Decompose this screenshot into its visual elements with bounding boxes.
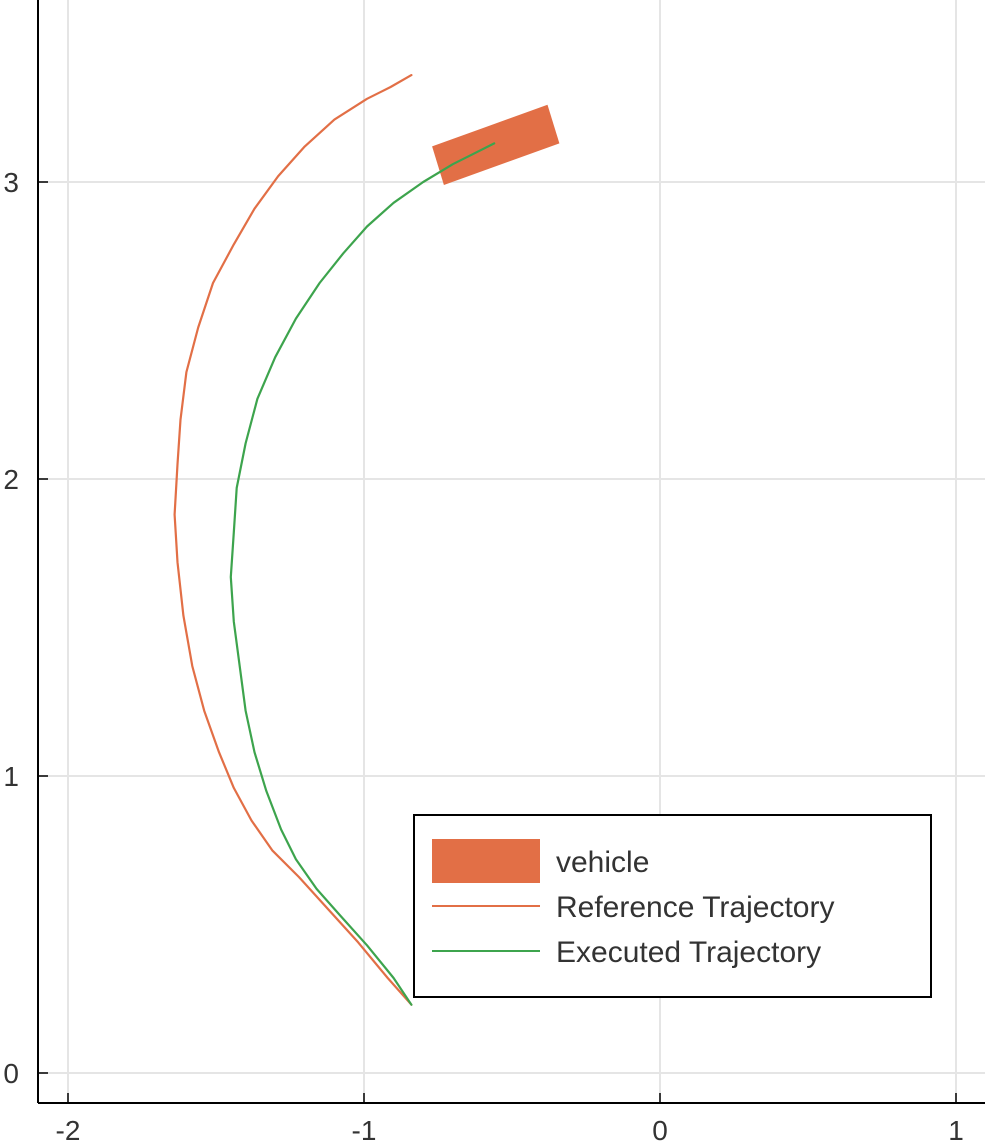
axes bbox=[37, 0, 985, 1104]
legend: vehicle Reference Trajectory Executed Traj… bbox=[413, 814, 932, 998]
y-tick-label-3: 3 bbox=[3, 167, 19, 198]
y-tick-label-2: 2 bbox=[3, 464, 19, 495]
x-tick-label-1: -1 bbox=[352, 1115, 377, 1145]
legend-label-1: Reference Trajectory bbox=[556, 891, 834, 924]
series-executed-trajectory-line bbox=[229, 142, 496, 1006]
legend-label-2: Executed Trajectory bbox=[556, 936, 821, 969]
x-tick-label-0: -2 bbox=[56, 1115, 81, 1145]
x-tick-label-2: 0 bbox=[652, 1115, 668, 1145]
x-tick-label-3: 1 bbox=[948, 1115, 964, 1145]
series-vehicle-shape bbox=[432, 104, 560, 185]
legend-swatch-vehicle bbox=[432, 839, 540, 883]
plot-area bbox=[173, 73, 560, 1006]
y-tick-label-0: 0 bbox=[3, 1058, 19, 1089]
y-tick-label-1: 1 bbox=[3, 761, 19, 792]
tick-labels: -2 -1 0 1 0 1 2 3 bbox=[3, 167, 963, 1145]
series-reference-trajectory-line bbox=[173, 73, 413, 1006]
legend-label-0: vehicle bbox=[556, 846, 649, 879]
grid bbox=[38, 0, 985, 1103]
